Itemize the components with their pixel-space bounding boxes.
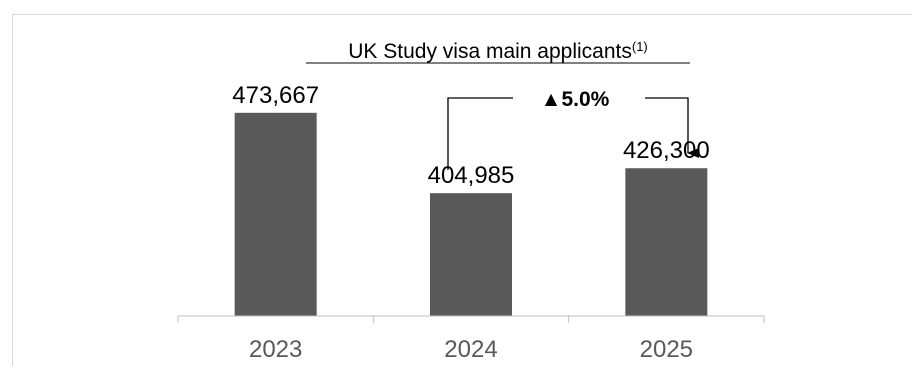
growth-annotation: ▲5.0% — [447, 88, 699, 170]
chart-title-text: UK Study visa main applicants — [348, 40, 632, 63]
frame-left-border — [12, 14, 13, 366]
x-tick-label-2025: 2025 — [640, 336, 693, 363]
bar-2024 — [430, 193, 512, 316]
bar-2025 — [625, 168, 708, 316]
bar-2023 — [234, 112, 317, 317]
frame-top-border — [12, 14, 912, 15]
value-label-2023: 473,667 — [232, 82, 319, 109]
value-label-2025: 426,300 — [623, 137, 710, 164]
x-tick-labels-group: 2023 2024 2025 — [249, 336, 693, 363]
chart-title-superscript: (1) — [632, 39, 648, 54]
x-tick-label-2023: 2023 — [249, 336, 302, 363]
chart-title: UK Study visa main applicants(1) — [348, 39, 648, 63]
x-tick-label-2024: 2024 — [444, 336, 497, 363]
bars-group — [234, 112, 708, 317]
growth-bracket-left — [447, 97, 513, 170]
value-labels-group: 473,667 404,985 426,300 — [232, 82, 709, 189]
x-axis — [177, 315, 765, 323]
growth-bracket-right-arrow — [645, 97, 699, 158]
value-label-2024: 404,985 — [428, 162, 515, 189]
growth-label: ▲5.0% — [541, 88, 610, 111]
